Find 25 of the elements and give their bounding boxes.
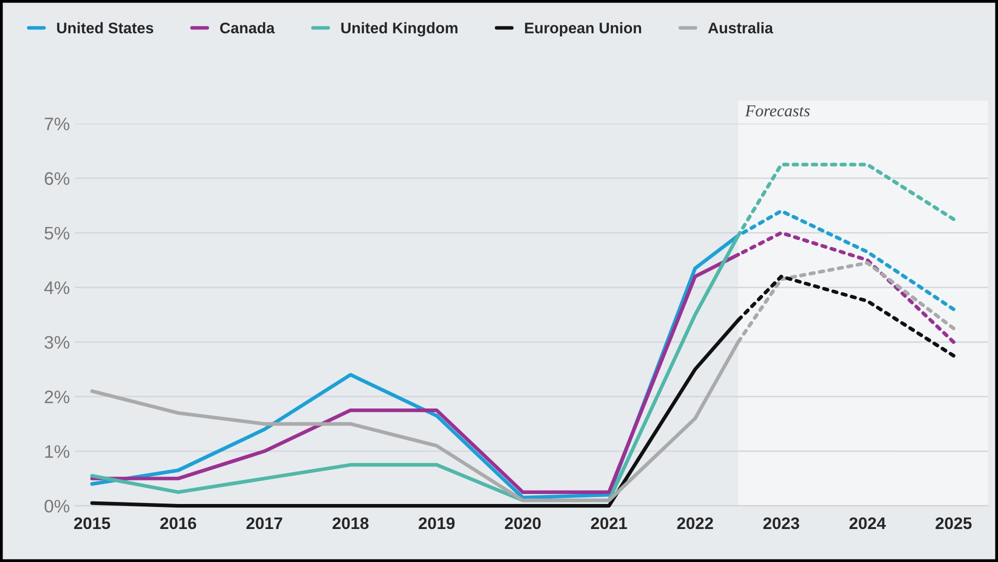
x-tick-label: 2024 xyxy=(849,517,886,530)
y-tick-label: 3% xyxy=(44,336,70,349)
legend-label: United States xyxy=(57,22,154,34)
x-tick-label: 2019 xyxy=(418,517,455,530)
legend-label: Australia xyxy=(708,22,774,34)
x-tick-label: 2020 xyxy=(504,517,541,530)
band-label: Forecasts xyxy=(744,105,810,116)
y-tick-label: 4% xyxy=(44,281,70,294)
legend-label: United Kingdom xyxy=(341,22,458,36)
legend-label: European Union xyxy=(525,22,642,36)
x-tick-label: 2022 xyxy=(677,517,713,530)
y-tick-label: 5% xyxy=(44,226,70,240)
legend-label: Canada xyxy=(220,22,275,34)
x-tick-label: 2018 xyxy=(332,517,369,530)
y-tick-label: 1% xyxy=(45,445,70,458)
x-tick-label: 2017 xyxy=(246,517,282,530)
x-tick-label: 2023 xyxy=(763,517,800,530)
y-tick-label: 6% xyxy=(44,172,70,185)
y-tick-label: 0% xyxy=(44,500,70,513)
y-tick-label: 7% xyxy=(44,118,70,130)
x-tick-label: 2016 xyxy=(160,517,196,530)
x-tick-label: 2025 xyxy=(936,517,972,530)
x-tick-label: 2021 xyxy=(591,517,628,530)
x-tick-label: 2015 xyxy=(74,517,110,530)
y-tick-label: 2% xyxy=(44,390,70,404)
